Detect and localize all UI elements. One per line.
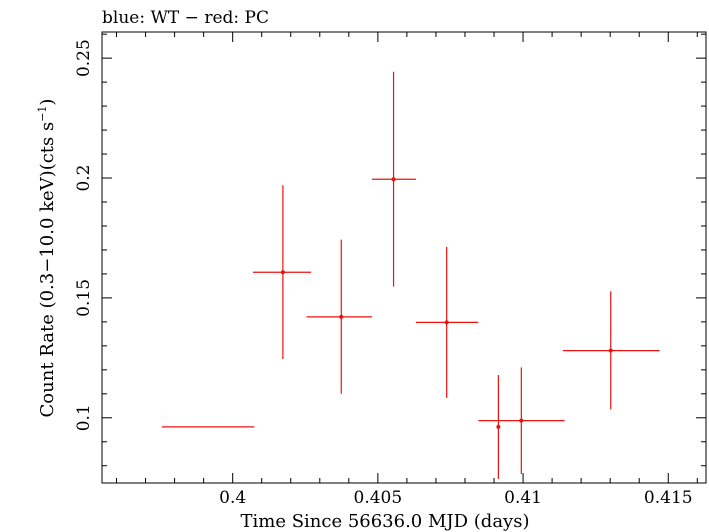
data-points [161,71,660,479]
data-marker [339,314,344,319]
y-axis-label: Count Rate (0.3−10.0 keV)(cts s−1) [36,99,58,418]
plot-frame [101,31,707,484]
data-marker [496,424,501,429]
data-point [415,246,479,398]
data-point [306,239,373,394]
data-marker [280,270,285,275]
data-point [562,291,660,410]
data-point [161,375,501,479]
x-tick-label: 0.41 [504,488,542,508]
data-marker [444,320,449,325]
y-tick-label: 0.1 [74,404,94,431]
data-point [253,185,312,360]
data-marker [519,418,524,423]
data-point [478,367,565,474]
y-tick-label: 0.15 [74,279,94,317]
data-point [372,71,416,287]
x-tick-label: 0.415 [644,488,693,508]
y-axis-label-sup: −1 [36,106,49,122]
x-axis-label: Time Since 56636.0 MJD (days) [240,511,529,532]
tick-labels: 0.4 0.405 0.41 0.415 0.1 0.15 0.2 0.25 [74,39,693,508]
y-axis-label-close: ) [37,99,58,106]
y-tick-label: 0.25 [74,39,94,77]
data-marker [391,177,396,182]
chart-title: blue: WT − red: PC [102,8,269,28]
y-axis-label-main: Count Rate (0.3−10.0 keV)(cts s [37,122,58,418]
y-tick-label: 0.2 [74,164,94,191]
axis-ticks [102,32,706,483]
x-tick-label: 0.405 [354,488,403,508]
data-marker [608,348,613,353]
x-tick-label: 0.4 [219,488,246,508]
